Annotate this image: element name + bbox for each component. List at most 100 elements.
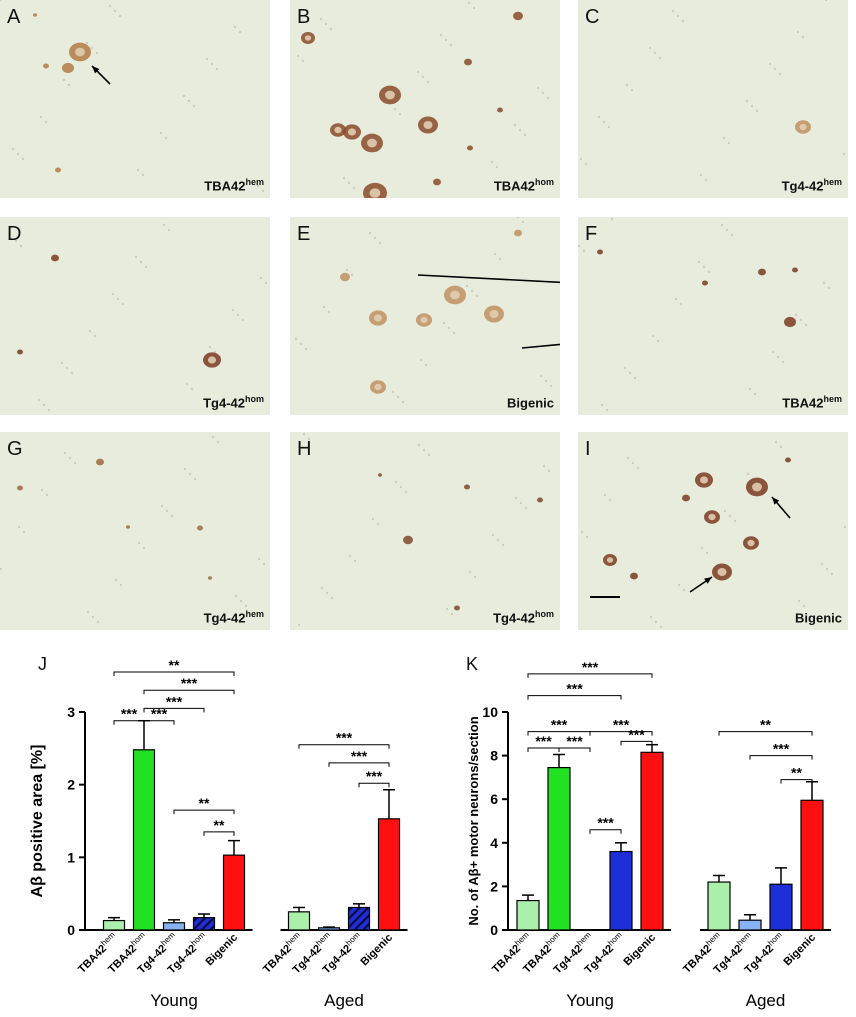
tissue-speck xyxy=(0,0,2,2)
x-tick-label: Bigenic xyxy=(622,932,659,969)
tissue-speck xyxy=(70,371,74,375)
tissue-speck xyxy=(330,596,334,600)
tissue-speck xyxy=(679,302,683,306)
tissue-speck xyxy=(424,363,428,367)
cell-nucleus xyxy=(420,316,428,324)
tissue-speck xyxy=(725,228,729,232)
tissue-speck xyxy=(472,6,476,10)
micrograph-panel-f: F TBA42hem xyxy=(578,217,848,415)
tissue-speck xyxy=(819,189,823,193)
tissue-speck xyxy=(676,14,680,18)
tissue-speck xyxy=(419,358,423,362)
significance-bracket xyxy=(203,831,235,836)
tissue-speck xyxy=(108,4,112,8)
tissue-speck xyxy=(824,0,828,2)
tissue-speck xyxy=(114,578,118,582)
tissue-speck xyxy=(825,567,829,571)
tissue-speck xyxy=(137,541,141,545)
significance-bracket xyxy=(589,731,653,736)
bar xyxy=(707,881,731,931)
tissue-speck xyxy=(496,538,500,542)
y-axis-title: No. of Aβ+ motor neurons/section xyxy=(466,716,481,925)
tissue-speck xyxy=(393,107,397,111)
significance-bracket xyxy=(113,671,235,677)
panel-label: C xyxy=(585,6,600,28)
micrograph-panel-b: B TBA42hom xyxy=(290,0,560,198)
y-tick-label: 3 xyxy=(67,704,75,720)
tissue-speck xyxy=(501,543,505,547)
significance-bracket xyxy=(780,779,813,784)
genotype-label: TBA42hem xyxy=(782,393,842,410)
micrograph-image xyxy=(290,0,560,198)
tissue-speck xyxy=(182,94,186,98)
stained-cell xyxy=(378,473,382,477)
tissue-speck xyxy=(796,30,800,34)
tissue-speck xyxy=(802,604,806,608)
tissue-speck xyxy=(704,178,708,182)
tissue-speck xyxy=(353,559,357,563)
tissue-speck xyxy=(329,27,333,31)
stained-cell xyxy=(17,349,23,355)
stained-cell xyxy=(497,107,503,113)
tissue-speck xyxy=(0,567,3,571)
micrograph-panel-d: D Tg4-42hom xyxy=(0,217,270,415)
tissue-speck xyxy=(391,390,395,394)
cell-nucleus xyxy=(606,557,614,563)
tissue-speck xyxy=(578,244,581,248)
tissue-speck xyxy=(73,461,77,465)
y-tick-label: 0 xyxy=(67,922,75,938)
tissue-speck xyxy=(65,366,69,370)
tissue-speck xyxy=(241,318,245,322)
chart-panel-label: J xyxy=(38,654,47,674)
stained-cell xyxy=(513,11,523,21)
tissue-speck xyxy=(238,30,242,34)
tissue-speck xyxy=(192,104,196,108)
tissue-speck xyxy=(452,331,456,335)
tissue-speck xyxy=(699,173,703,177)
tissue-speck xyxy=(842,152,846,156)
y-axis-title: Aβ positive area [%] xyxy=(29,745,46,898)
tissue-speck xyxy=(607,125,611,129)
tissue-speck xyxy=(773,67,777,71)
tissue-speck xyxy=(630,88,634,92)
chart-panel-label: K xyxy=(466,654,478,674)
tissue-speck xyxy=(626,456,630,460)
tissue-speck xyxy=(231,308,235,312)
tissue-speck xyxy=(42,403,46,407)
tissue-speck xyxy=(144,265,148,269)
tissue-speck xyxy=(426,80,430,84)
significance-bracket xyxy=(749,755,813,760)
tissue-speck xyxy=(513,123,517,127)
tissue-speck xyxy=(345,268,349,272)
tissue-speck xyxy=(350,273,354,277)
tissue-speck xyxy=(261,189,265,193)
stained-cell xyxy=(197,525,203,531)
panel-label: G xyxy=(7,438,23,460)
tissue-speck xyxy=(681,19,685,23)
tissue-speck xyxy=(748,387,752,391)
cell-nucleus xyxy=(385,90,395,100)
stained-cell xyxy=(17,485,23,491)
tissue-speck xyxy=(236,313,240,317)
y-tick-label: 8 xyxy=(490,748,498,764)
tissue-speck xyxy=(648,46,652,50)
genotype-label: TBA42hem xyxy=(204,176,264,193)
significance-label: *** xyxy=(121,706,138,722)
genotype-label: Tg4-42hem xyxy=(781,176,842,193)
stained-cell xyxy=(33,13,37,17)
significance-label: *** xyxy=(551,717,568,733)
tissue-background xyxy=(578,432,848,630)
tissue-speck xyxy=(304,347,308,351)
y-tick-label: 4 xyxy=(490,835,498,851)
x-group-label: Aged xyxy=(746,991,786,1010)
tissue-speck xyxy=(378,241,382,245)
tissue-speck xyxy=(417,443,421,447)
tissue-speck xyxy=(444,38,448,42)
significance-bracket xyxy=(527,695,622,700)
tissue-speck xyxy=(542,464,546,468)
tissue-speck xyxy=(518,128,522,132)
stained-cell xyxy=(208,576,212,580)
significance-label: *** xyxy=(151,706,168,722)
tissue-speck xyxy=(521,220,525,224)
y-tick-label: 6 xyxy=(490,791,498,807)
